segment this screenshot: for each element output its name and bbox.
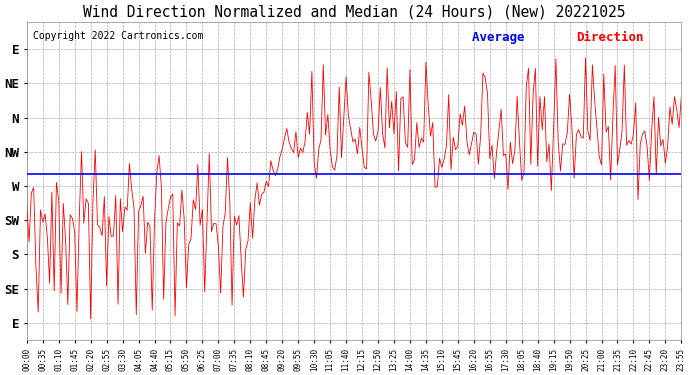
- Text: Copyright 2022 Cartronics.com: Copyright 2022 Cartronics.com: [33, 31, 204, 41]
- Text: Direction: Direction: [577, 31, 644, 44]
- Title: Wind Direction Normalized and Median (24 Hours) (New) 20221025: Wind Direction Normalized and Median (24…: [83, 4, 625, 19]
- Text: Average: Average: [472, 31, 532, 44]
